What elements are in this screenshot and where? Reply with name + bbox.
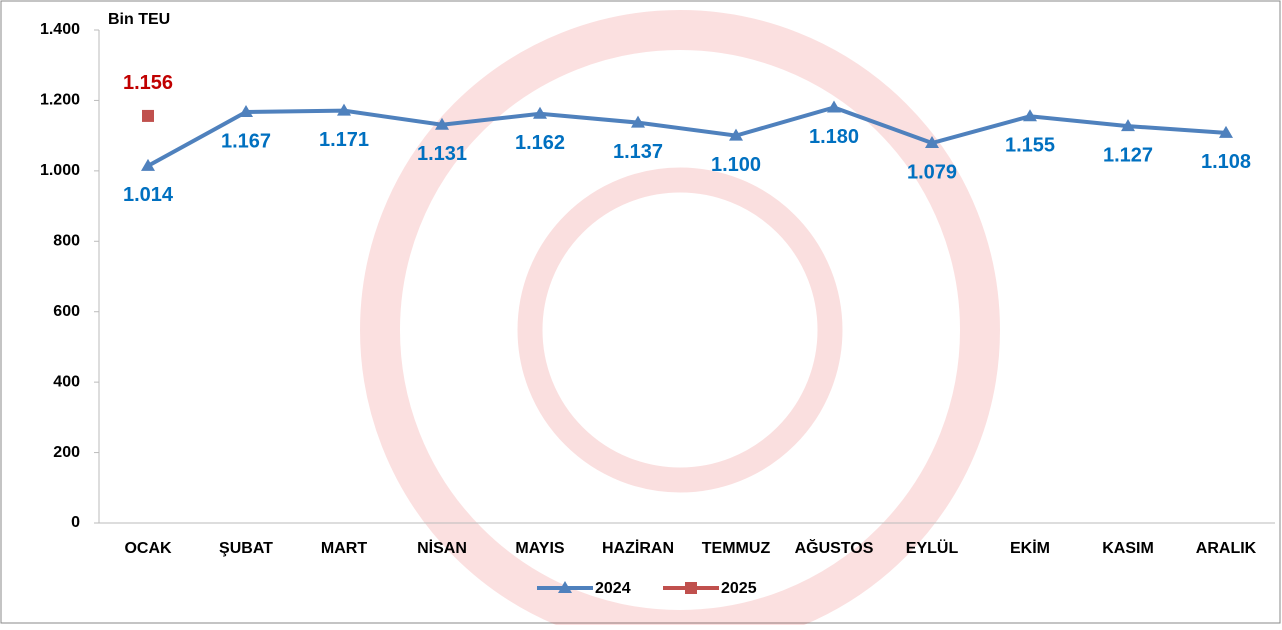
x-tick-label: ŞUBAT bbox=[219, 540, 273, 557]
data-label: 1.131 bbox=[417, 143, 467, 165]
legend-label: 2025 bbox=[721, 580, 757, 597]
data-point bbox=[337, 103, 351, 116]
x-tick-label: AĞUSTOS bbox=[795, 538, 874, 557]
x-tick-label: NİSAN bbox=[417, 539, 467, 557]
x-tick-label: OCAK bbox=[124, 540, 172, 557]
x-tick-label: KASIM bbox=[1102, 540, 1154, 557]
data-label: 1.155 bbox=[1005, 135, 1055, 157]
x-tick-label: ARALIK bbox=[1196, 540, 1257, 557]
data-point bbox=[827, 100, 841, 113]
x-tick-label: MAYIS bbox=[515, 540, 565, 557]
data-label: 1.167 bbox=[221, 130, 271, 152]
legend-marker bbox=[685, 582, 697, 594]
y-tick-label: 400 bbox=[53, 373, 80, 390]
series-line bbox=[147, 105, 1227, 168]
data-label: 1.137 bbox=[613, 141, 663, 163]
x-tick-label: TEMMUZ bbox=[702, 540, 771, 557]
y-axis-label: Bin TEU bbox=[108, 11, 170, 28]
data-point bbox=[239, 105, 253, 118]
y-tick-label: 1.200 bbox=[40, 92, 80, 109]
y-tick-label: 1.400 bbox=[40, 21, 80, 38]
data-label: 1.100 bbox=[711, 154, 761, 176]
data-label: 1.127 bbox=[1103, 144, 1153, 166]
data-point bbox=[141, 158, 155, 171]
x-tick-label: HAZİRAN bbox=[602, 539, 674, 557]
y-tick-label: 0 bbox=[71, 514, 80, 531]
y-tick-label: 1.000 bbox=[40, 162, 80, 179]
data-point bbox=[631, 115, 645, 128]
data-point bbox=[435, 117, 449, 130]
data-label: 1.108 bbox=[1201, 151, 1251, 173]
data-point bbox=[1219, 125, 1233, 138]
data-point bbox=[142, 109, 154, 122]
y-tick-label: 200 bbox=[53, 444, 80, 461]
data-label: 1.014 bbox=[123, 184, 174, 206]
y-tick-label: 600 bbox=[53, 303, 80, 320]
data-point bbox=[533, 106, 547, 119]
data-point bbox=[729, 128, 743, 141]
watermark bbox=[360, 10, 1000, 630]
x-tick-label: MART bbox=[321, 540, 367, 557]
legend-label: 2024 bbox=[595, 580, 631, 597]
data-label: 1.156 bbox=[123, 72, 173, 94]
data-point bbox=[1023, 109, 1037, 122]
data-label: 1.079 bbox=[907, 161, 957, 183]
data-label: 1.171 bbox=[319, 129, 369, 151]
x-tick-label: EYLÜL bbox=[906, 538, 959, 557]
data-label: 1.162 bbox=[515, 132, 565, 154]
y-tick-label: 800 bbox=[53, 233, 80, 250]
legend-marker bbox=[558, 581, 572, 593]
x-tick-label: EKİM bbox=[1010, 539, 1050, 557]
data-label: 1.180 bbox=[809, 126, 859, 148]
data-point bbox=[1121, 119, 1135, 132]
data-point bbox=[925, 136, 939, 149]
